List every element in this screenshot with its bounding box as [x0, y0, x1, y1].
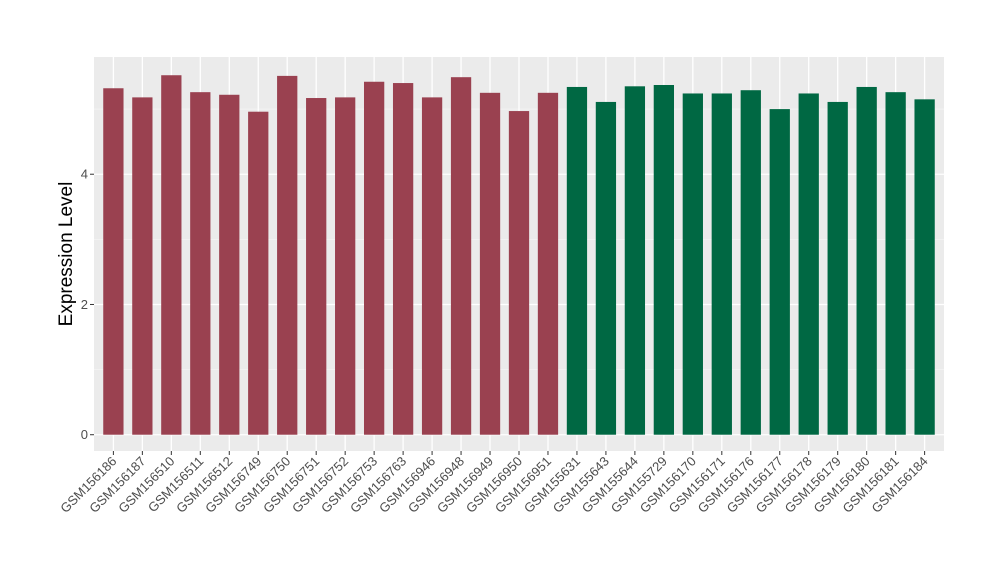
- bar-GSM156178: [798, 93, 819, 435]
- x-axis-ticks: GSM156186GSM156187GSM156510GSM156511GSM1…: [57, 451, 931, 516]
- bar-GSM156171: [711, 93, 732, 435]
- bar-GSM156186: [103, 88, 124, 435]
- bar-GSM156951: [537, 92, 559, 435]
- bar-GSM156181: [885, 92, 906, 435]
- bar-GSM156187: [132, 97, 153, 435]
- bar-GSM156511: [190, 92, 211, 435]
- bar-GSM155643: [595, 101, 617, 435]
- bar-GSM156752: [335, 97, 356, 435]
- bar-GSM156949: [479, 92, 501, 435]
- y-tick-label: 2: [81, 297, 88, 312]
- bar-GSM156512: [219, 94, 240, 435]
- bar-GSM156950: [508, 111, 530, 435]
- bar-GSM156750: [277, 75, 298, 435]
- bar-GSM156948: [450, 77, 472, 435]
- bar-GSM156763: [392, 83, 414, 435]
- bar-GSM156946: [421, 97, 443, 435]
- y-tick-label: 0: [81, 427, 88, 442]
- bar-GSM156176: [740, 90, 761, 435]
- bar-GSM156749: [248, 111, 269, 435]
- bar-GSM156177: [769, 109, 790, 435]
- bar-GSM156753: [363, 81, 385, 435]
- bar-GSM155644: [624, 86, 646, 435]
- y-tick-label: 4: [81, 167, 88, 182]
- y-axis-ticks: 0 2 4: [81, 167, 94, 442]
- bar-GSM156184: [914, 99, 935, 435]
- y-axis-label: Expression Level: [56, 182, 77, 327]
- bar-GSM156170: [682, 93, 703, 435]
- bar-GSM155631: [566, 86, 588, 435]
- bar-GSM156180: [856, 86, 877, 435]
- bar-GSM156179: [827, 101, 848, 435]
- bars: [103, 75, 935, 435]
- bar-GSM155729: [653, 85, 675, 435]
- bar-GSM156510: [161, 75, 182, 435]
- bar-GSM156751: [306, 98, 327, 435]
